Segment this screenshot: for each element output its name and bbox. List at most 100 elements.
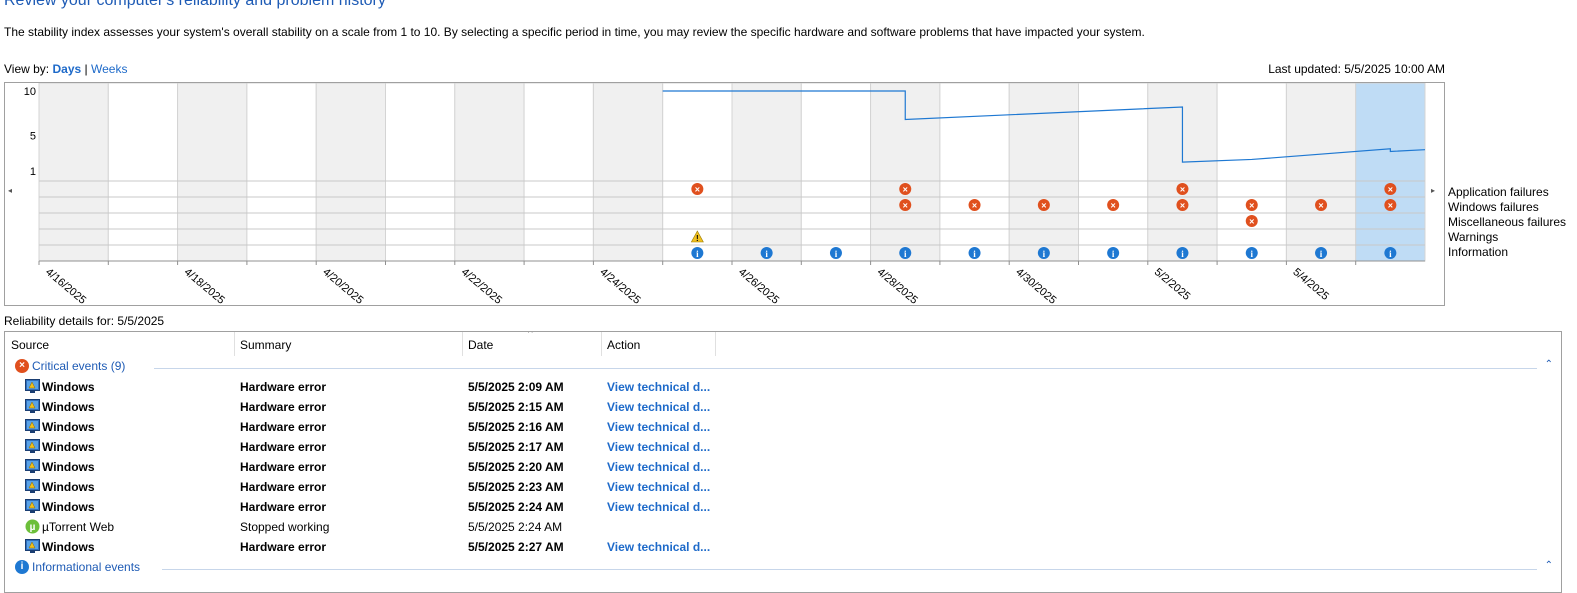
column-header-date[interactable]: Date: [468, 338, 494, 352]
svg-text:µ: µ: [30, 522, 36, 533]
view-technical-details-link[interactable]: View technical d...: [607, 400, 711, 414]
day-column[interactable]: [939, 82, 1010, 262]
column-header-action[interactable]: Action: [607, 338, 641, 352]
view-technical-details-link[interactable]: View technical d...: [607, 500, 711, 514]
column-separator[interactable]: [715, 332, 716, 356]
warning-mark: !: [696, 234, 699, 243]
critical-mark: ×: [1388, 201, 1393, 211]
day-column[interactable]: [107, 82, 179, 262]
reliability-chart-svg: 10 5 1 × × × × × × × × × × × × ×! i i i i i i i i i i i 4/16/2025 4/…: [24, 82, 1426, 307]
info-group-icon: i: [15, 560, 29, 574]
information-icon: [1245, 247, 1258, 259]
informational-events-group[interactable]: Informational events: [32, 560, 141, 574]
critical-icon: [1176, 199, 1189, 211]
windows-monitor-icon: [25, 539, 40, 554]
information-mark: i: [696, 249, 699, 259]
table-row[interactable]: µ µTorrent Web Stopped working 5/5/2025 2:2…: [5, 517, 1561, 537]
windows-monitor-icon: [25, 399, 40, 414]
column-separator[interactable]: [462, 332, 463, 356]
critical-icon: [1384, 183, 1397, 195]
chart-scroll-right-icon[interactable]: ▸: [1431, 186, 1436, 195]
day-column[interactable]: [177, 82, 248, 262]
row-summary: Hardware error: [240, 460, 327, 474]
critical-icon: [899, 199, 912, 211]
view-days-link[interactable]: Days: [52, 62, 82, 76]
day-column[interactable]: [592, 82, 664, 262]
information-mark: i: [1181, 249, 1184, 259]
table-row[interactable]: Windows Hardware error 5/5/2025 2:16 AM Vie…: [5, 417, 1561, 437]
day-column[interactable]: [246, 82, 317, 262]
group-divider: [154, 368, 1537, 369]
day-column[interactable]: [731, 82, 802, 262]
category-windows-failures: Windows failures: [1448, 200, 1539, 214]
day-column[interactable]: [315, 82, 387, 262]
critical-icon: [968, 199, 981, 211]
row-summary: Hardware error: [240, 440, 327, 454]
day-column[interactable]: [38, 82, 109, 262]
information-icon: [1176, 247, 1189, 259]
x-tick-label: 4/28/2025: [875, 266, 920, 305]
column-separator[interactable]: [601, 332, 602, 356]
page-description: The stability index assesses your system…: [4, 25, 1145, 39]
day-column[interactable]: [523, 82, 594, 262]
row-source: Windows: [42, 500, 95, 514]
collapse-group-icon[interactable]: ⌃: [1544, 359, 1553, 370]
day-column[interactable]: [1355, 82, 1426, 262]
column-separator[interactable]: [234, 332, 235, 356]
critical-mark: ×: [1180, 201, 1185, 211]
windows-monitor-icon: [25, 499, 40, 514]
view-technical-details-link[interactable]: View technical d...: [607, 460, 711, 474]
table-row[interactable]: Windows Hardware error 5/5/2025 2:09 AM Vie…: [5, 377, 1561, 397]
row-summary: Hardware error: [240, 500, 327, 514]
day-column[interactable]: [454, 82, 525, 262]
table-row[interactable]: Windows Hardware error 5/5/2025 2:23 AM Vie…: [5, 477, 1561, 497]
utorrent-icon: µ: [25, 519, 40, 534]
day-column[interactable]: [1216, 82, 1287, 262]
table-row[interactable]: Windows Hardware error 5/5/2025 2:24 AM Vie…: [5, 497, 1561, 517]
view-technical-details-link[interactable]: View technical d...: [607, 440, 711, 454]
collapse-group-icon[interactable]: ⌃: [1544, 560, 1553, 571]
category-miscellaneous-failures: Miscellaneous failures: [1448, 215, 1567, 229]
row-summary: Hardware error: [240, 380, 327, 394]
warning-icon: [690, 230, 704, 243]
row-date: 5/5/2025 2:17 AM: [468, 440, 564, 454]
critical-mark: ×: [1249, 217, 1254, 227]
information-mark: i: [1389, 249, 1392, 259]
reliability-chart[interactable]: 10 5 1 × × × × × × × × × × × × ×! i i i i i i i i i i i 4/16/2025 4/…: [4, 82, 1445, 307]
chart-scroll-left-icon[interactable]: ◂: [8, 186, 13, 195]
group-divider: [162, 569, 1537, 570]
table-row[interactable]: Windows Hardware error 5/5/2025 2:17 AM Vie…: [5, 437, 1561, 457]
y-tick-label: 10: [24, 86, 36, 98]
table-row[interactable]: Windows Hardware error 5/5/2025 2:20 AM Vie…: [5, 457, 1561, 477]
view-weeks-link[interactable]: Weeks: [90, 62, 128, 76]
stability-index-line: [662, 90, 1426, 163]
day-column[interactable]: [1285, 82, 1357, 262]
critical-mark: ×: [695, 185, 700, 195]
column-header-source[interactable]: Source: [11, 338, 50, 352]
column-header-summary[interactable]: Summary: [240, 338, 292, 352]
critical-mark: ×: [1388, 185, 1393, 195]
day-column[interactable]: [385, 82, 456, 262]
row-date: 5/5/2025 2:16 AM: [468, 420, 564, 434]
day-column[interactable]: [1078, 82, 1149, 262]
table-row[interactable]: Windows Hardware error 5/5/2025 2:15 AM Vie…: [5, 397, 1561, 417]
critical-mark: ×: [903, 185, 908, 195]
critical-mark: ×: [903, 201, 908, 211]
critical-mark: ×: [1249, 201, 1254, 211]
view-technical-details-link[interactable]: View technical d...: [607, 540, 711, 554]
category-information: Information: [1448, 245, 1509, 259]
details-table: Source Summary Date ^ Action × Critical e…: [4, 331, 1562, 593]
critical-events-group[interactable]: Critical events (9): [32, 359, 126, 373]
view-technical-details-link[interactable]: View technical d...: [607, 480, 711, 494]
row-summary: Hardware error: [240, 540, 327, 554]
day-column[interactable]: [800, 82, 872, 262]
x-tick-label: 4/30/2025: [1013, 266, 1058, 305]
day-column[interactable]: [1008, 82, 1080, 262]
table-row[interactable]: Windows Hardware error 5/5/2025 2:27 AM Vie…: [5, 537, 1561, 557]
row-date: 5/5/2025 2:23 AM: [468, 480, 564, 494]
information-icon: [1315, 247, 1328, 259]
information-icon: [691, 247, 704, 259]
view-technical-details-link[interactable]: View technical d...: [607, 380, 711, 394]
view-technical-details-link[interactable]: View technical d...: [607, 420, 711, 434]
y-tick-label: 1: [30, 166, 36, 178]
